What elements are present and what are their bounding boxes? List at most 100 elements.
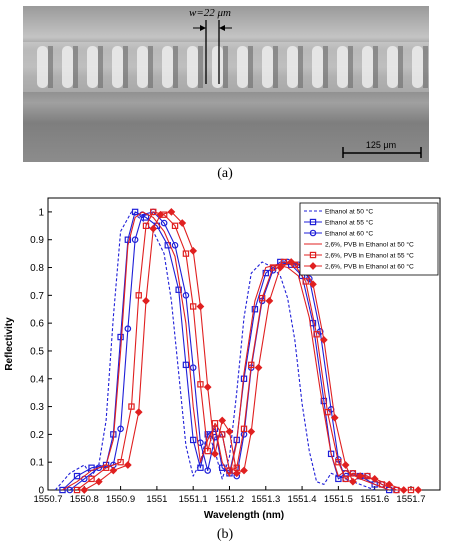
data-point — [265, 297, 274, 305]
data-point — [364, 472, 371, 480]
data-point — [182, 292, 190, 299]
y-tick-label: 0.2 — [30, 430, 44, 441]
data-point — [94, 477, 103, 486]
data-point — [385, 480, 394, 489]
y-tick-label: 0.8 — [30, 263, 44, 274]
data-point — [160, 219, 168, 227]
y-tick-label: 1 — [38, 207, 44, 218]
data-point — [204, 467, 212, 474]
data-point — [124, 236, 132, 243]
data-point — [197, 381, 204, 388]
legend-marker — [309, 218, 317, 226]
data-point — [142, 222, 150, 230]
x-tick-label: 1551.4 — [288, 494, 317, 505]
data-point — [66, 486, 74, 494]
data-point — [280, 258, 288, 266]
data-point — [414, 486, 423, 494]
data-point — [171, 241, 179, 249]
data-point — [269, 264, 277, 271]
micrograph-image: w=22 μm 125 μm — [23, 6, 429, 162]
series-4 — [62, 211, 390, 491]
width-annotation: w=22 μm — [189, 7, 231, 19]
legend-label: Ethanol at 55 °C — [325, 219, 373, 227]
series-line — [84, 211, 419, 491]
data-point — [287, 258, 296, 266]
data-point — [123, 461, 132, 469]
data-point — [167, 208, 176, 216]
series-5 — [73, 208, 415, 494]
data-point — [349, 470, 357, 477]
legend-marker — [309, 229, 317, 237]
legend-marker — [309, 262, 317, 270]
series-line — [62, 211, 390, 491]
data-point — [399, 486, 408, 494]
x-tick-label: 1551.2 — [215, 494, 244, 505]
data-point — [117, 458, 124, 466]
data-point — [302, 278, 309, 285]
series-line — [76, 211, 411, 491]
data-point — [117, 333, 124, 341]
data-point — [349, 477, 357, 486]
panel-label-a: (a) — [217, 166, 233, 181]
data-point — [150, 208, 157, 216]
x-tick-label: 1551.5 — [324, 494, 353, 505]
data-point — [258, 294, 266, 302]
data-point — [204, 447, 211, 455]
data-point — [342, 475, 349, 483]
y-tick-label: 0.1 — [30, 458, 44, 469]
x-axis-label: Wavelength (nm) — [204, 510, 284, 521]
data-point — [124, 325, 132, 333]
x-tick-label: 1551.1 — [179, 494, 208, 505]
series-1 — [54, 211, 375, 491]
data-point — [356, 472, 365, 480]
data-point — [309, 280, 317, 289]
data-point — [189, 436, 197, 444]
data-point — [313, 331, 320, 338]
x-tick-label: 1551.6 — [360, 494, 389, 505]
data-point — [218, 416, 227, 425]
data-point — [211, 449, 219, 458]
data-point — [247, 427, 256, 436]
data-point — [197, 464, 204, 471]
data-point — [80, 486, 89, 494]
data-point — [240, 466, 248, 475]
y-tick-label: 0.9 — [30, 235, 44, 246]
panel-label-b: (b) — [216, 527, 234, 542]
data-point — [370, 475, 379, 483]
y-tick-label: 0.5 — [30, 346, 44, 357]
data-point — [134, 408, 143, 416]
x-tick-label: 1550.8 — [70, 494, 99, 505]
data-point — [102, 464, 110, 471]
legend-box — [299, 202, 439, 276]
data-point — [251, 306, 259, 313]
y-tick-label: 0.3 — [30, 402, 44, 413]
legend-label: 2,6%, PVB in Ethanol at 55 °C — [325, 252, 414, 260]
x-tick-label: 1550.7 — [33, 494, 62, 505]
legend-marker — [309, 251, 317, 259]
data-point — [135, 292, 142, 299]
x-tick-label: 1551 — [146, 494, 167, 505]
data-point — [203, 383, 212, 391]
data-point — [254, 363, 263, 372]
legend-label: 2,6%, PVB in Ethanol at 50 °C — [325, 241, 414, 249]
data-point — [117, 425, 124, 433]
legend-item: Ethanol at 60 °C — [304, 230, 373, 238]
x-tick-label: 1551.3 — [251, 494, 280, 505]
x-tick-label: 1550.9 — [106, 494, 135, 505]
data-point — [324, 408, 331, 416]
y-tick-label: 0 — [38, 486, 44, 497]
data-point — [276, 263, 285, 272]
data-point — [88, 475, 95, 483]
legend-label: 2,6%, PVB in Ethanol at 60 °C — [325, 263, 414, 271]
x-tick-label: 1551.7 — [396, 494, 425, 505]
data-point — [189, 364, 197, 371]
data-point — [341, 461, 350, 469]
data-point — [131, 236, 139, 244]
data-point — [149, 224, 158, 233]
data-point — [335, 458, 342, 466]
data-point — [59, 486, 66, 494]
data-point — [182, 361, 190, 369]
data-point — [211, 420, 219, 427]
data-point — [182, 250, 190, 257]
data-point — [171, 222, 179, 230]
